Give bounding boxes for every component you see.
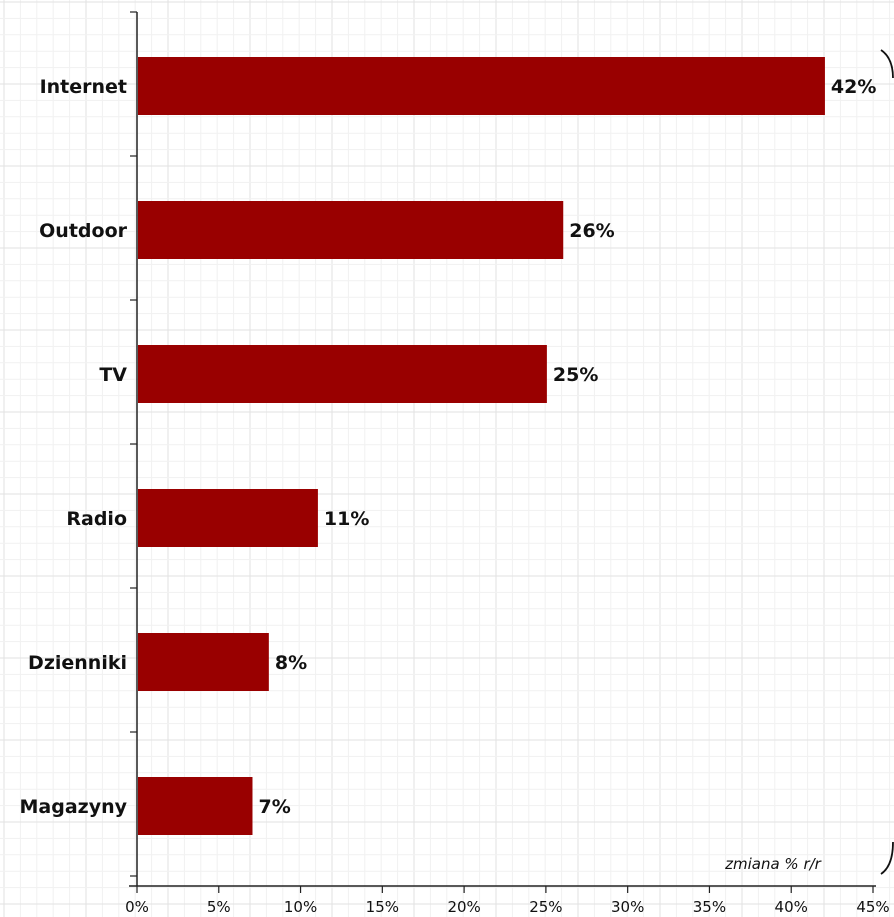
x-tick-label: 40% xyxy=(775,898,808,916)
bracket-bottom xyxy=(880,841,894,875)
data-label: 25% xyxy=(553,364,598,386)
data-label: 11% xyxy=(324,508,369,530)
x-tick-label: 45% xyxy=(856,898,889,916)
x-tick-label: 20% xyxy=(447,898,480,916)
data-label: 42% xyxy=(831,76,876,98)
x-tick-label: 10% xyxy=(284,898,317,916)
category-label: Internet xyxy=(40,76,127,98)
x-tick-label: 25% xyxy=(529,898,562,916)
x-tick-label: 30% xyxy=(611,898,644,916)
category-label: Dzienniki xyxy=(28,652,127,674)
category-label: Magazyny xyxy=(19,796,127,818)
x-tick-label: 0% xyxy=(125,898,149,916)
chart-annotation: zmiana % r/r xyxy=(724,855,822,873)
bar-outdoor xyxy=(138,201,564,259)
labels-group: Internet 42% Outdoor 26% TV 25% Radio 11% Dzienn… xyxy=(19,76,889,916)
data-label: 8% xyxy=(275,652,307,674)
data-label: 7% xyxy=(258,796,290,818)
bars-group xyxy=(138,57,825,835)
bar-internet xyxy=(138,57,825,115)
x-tick-label: 5% xyxy=(207,898,231,916)
category-label: Radio xyxy=(66,508,127,530)
bar-tv xyxy=(138,345,547,403)
bar-magazyny xyxy=(138,777,253,835)
x-tick-label: 15% xyxy=(366,898,399,916)
x-tick-label: 35% xyxy=(693,898,726,916)
bar-dzienniki xyxy=(138,633,269,691)
category-label: Outdoor xyxy=(39,220,127,242)
data-label: 26% xyxy=(569,220,614,242)
axes-group xyxy=(129,11,876,893)
category-label: TV xyxy=(99,364,127,386)
bracket-top xyxy=(880,49,894,79)
bar-radio xyxy=(138,489,318,547)
